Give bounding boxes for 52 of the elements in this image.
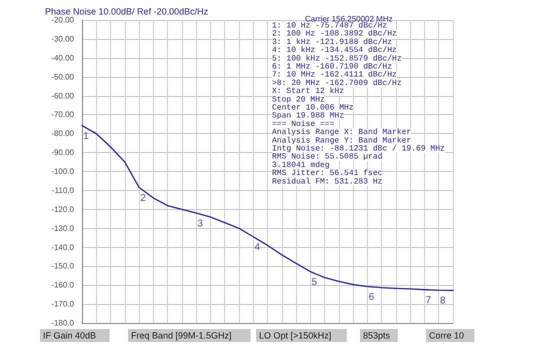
y-tick-label: -50.00	[51, 72, 75, 82]
y-tick-label: -150.0	[51, 262, 75, 271]
chart-title: Phase Noise 10.00dB/ Ref -20.00dBc/Hz	[45, 6, 209, 16]
annotation: 8	[440, 296, 446, 307]
line-series	[81, 124, 454, 292]
annotation: RMS Jitter: 56.541 fsec	[272, 169, 383, 178]
y-tick-label: -100.0	[51, 167, 75, 176]
annotation: Span 19.988 MHz	[272, 112, 344, 121]
y-tick-label: -130.0	[51, 224, 75, 233]
y-tick-label: -110.0	[52, 186, 75, 195]
annotation: 3: 1 kHz -121.9188 dBc/Hz	[272, 38, 392, 47]
y-tick-label: -140.0	[51, 242, 75, 252]
y-tick-label: -60.00	[51, 91, 75, 100]
text: Corre 10	[429, 330, 464, 340]
annotation: 3	[197, 218, 204, 230]
text: LO Opt [>150kHz]	[259, 330, 332, 340]
y-tick-label: -160.0	[51, 280, 75, 290]
annotation: 2: 100 Hz -108.3892 dBc/Hz	[272, 30, 398, 39]
annotation: >8: 20 MHz -162.7009 dBc/Hz	[272, 78, 402, 88]
annotation: 5	[312, 277, 318, 288]
annotation: 7	[426, 295, 432, 306]
annotation: RMS Noise: 55.5085 µrad	[272, 152, 383, 162]
text: 853pts	[363, 330, 391, 340]
annotation: 5: 100 kHz -152.8579 dBc/Hz	[272, 54, 402, 64]
annotation: Center 10.006 MHz	[272, 104, 354, 112]
y-tick-label: -170.0	[51, 300, 75, 309]
text: Freq Band [99M-1.5GHz]	[131, 330, 232, 340]
annotation: Residual FM: 531.283 Hz	[272, 177, 383, 186]
y-tick-label: -90.00	[51, 148, 75, 158]
annotation: Stop 20 MHz	[272, 95, 326, 104]
annotation: 6	[368, 292, 375, 303]
annotation: Analysis Range X: Band Marker	[272, 128, 412, 138]
annotation: 4: 10 kHz -134.4554 dBc/Hz	[272, 46, 398, 56]
annotation: === Noise ===	[272, 120, 335, 129]
y-tick-label: -70.00	[51, 110, 75, 120]
y-tick-label: -40.00	[51, 53, 75, 62]
annotation: Intg Noise: -88.1231 dBc / 19.69 MHz	[272, 144, 446, 154]
annotation: 4	[254, 242, 260, 254]
y-tick-label: -20.00	[51, 16, 75, 24]
annotation: 1: 10 Hz -75.7487 dBc/Hz	[272, 22, 388, 30]
annotation: 1	[83, 131, 90, 142]
y-tick-label: -80.00	[51, 129, 75, 138]
annotation: 6: 1 MHz -160.7190 dBc/Hz	[272, 62, 392, 72]
annotation: X: Start 12 kHz	[272, 87, 344, 96]
annotation: 7: 10 MHz -162.4111 dBc/Hz	[272, 70, 398, 80]
y-tick-label: -180.0	[51, 318, 75, 328]
y-tick-label: -120.0	[51, 204, 75, 214]
annotation: Analysis Range Y: Band Marker	[272, 136, 412, 146]
y-tick-label: -30.00	[51, 34, 75, 44]
annotation: 3.18041 mdeg	[272, 160, 330, 170]
annotation: 2	[140, 192, 146, 204]
text: IF Gain 40dB	[43, 330, 96, 340]
